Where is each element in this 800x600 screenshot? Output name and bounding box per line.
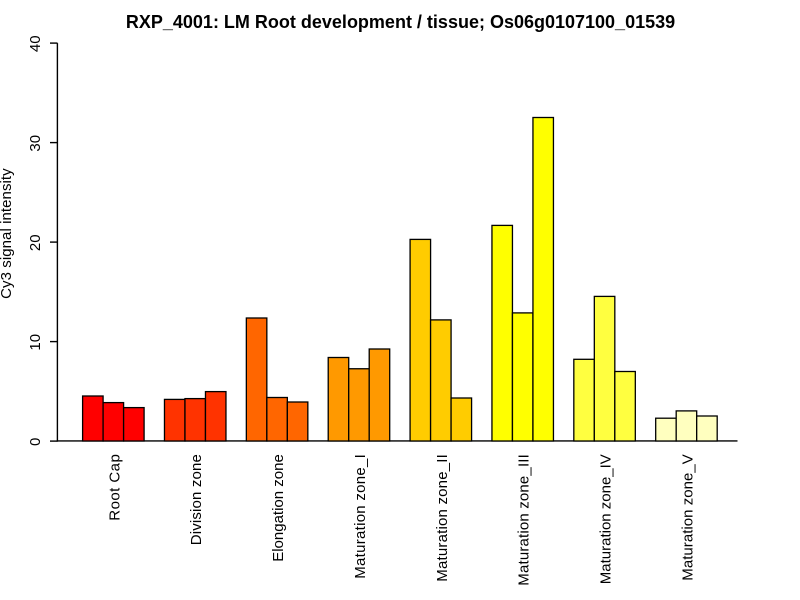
svg-text:0: 0 bbox=[27, 438, 44, 446]
svg-text:Maturation zone_IV: Maturation zone_IV bbox=[598, 454, 615, 584]
svg-text:Maturation zone_I: Maturation zone_I bbox=[352, 454, 369, 579]
svg-text:30: 30 bbox=[27, 135, 44, 152]
svg-text:20: 20 bbox=[27, 234, 44, 251]
svg-text:Cy3 signal intensity: Cy3 signal intensity bbox=[0, 168, 15, 299]
svg-text:Elongation zone: Elongation zone bbox=[270, 454, 287, 562]
svg-text:RXP_4001: LM Root development: RXP_4001: LM Root development / tissue; … bbox=[126, 12, 675, 32]
svg-text:Root Cap: Root Cap bbox=[106, 454, 123, 521]
svg-text:Maturation zone_II: Maturation zone_II bbox=[434, 454, 451, 581]
svg-text:Maturation zone_III: Maturation zone_III bbox=[516, 454, 533, 586]
svg-text:Maturation zone_V: Maturation zone_V bbox=[679, 454, 696, 581]
svg-text:40: 40 bbox=[27, 35, 44, 52]
svg-text:10: 10 bbox=[27, 334, 44, 351]
svg-text:Division zone: Division zone bbox=[188, 454, 205, 545]
